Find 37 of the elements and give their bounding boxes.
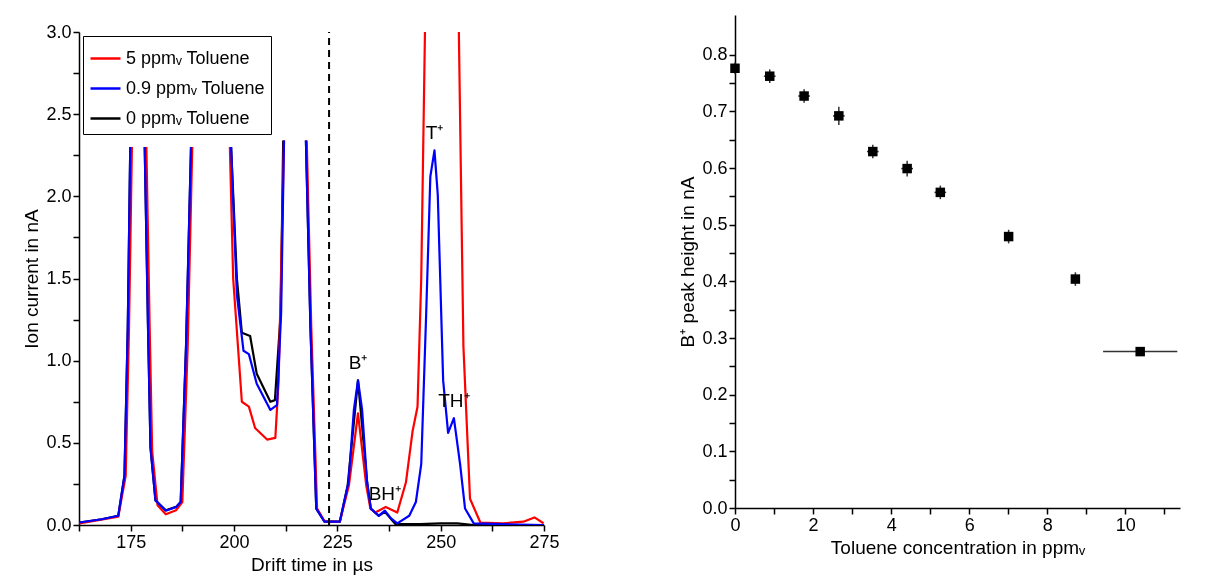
y-tick-label: 0.5	[702, 214, 728, 235]
x-tick-label: 175	[116, 531, 147, 552]
x-tick-label: 225	[322, 531, 353, 552]
legend-label: 5 ppmᵥ Toluene	[126, 47, 250, 68]
y-tick-label: 0.4	[702, 270, 728, 291]
x-axis-title: Drift time in µs	[251, 553, 373, 575]
legend-label: 0 ppmᵥ Toluene	[126, 107, 250, 128]
x-tick-label: 275	[529, 531, 560, 552]
y-tick-label: 0.7	[702, 100, 728, 121]
annotation: B⁺	[348, 352, 368, 374]
legend-label: 0.9 ppmᵥ Toluene	[126, 77, 265, 98]
x-tick-label: 200	[219, 531, 250, 552]
y-tick-label: 0.2	[702, 384, 728, 405]
y-tick-label: 1.5	[46, 268, 72, 288]
y-tick-label: 0.5	[46, 432, 72, 453]
y-tick-label: 0.6	[702, 157, 728, 178]
x-tick-label: 2	[808, 514, 819, 535]
y-tick-label: 2.0	[46, 185, 72, 206]
x-tick-label: 0	[730, 514, 741, 535]
y-tick-label: 1.0	[46, 350, 72, 371]
annotation: BH⁺	[368, 482, 402, 504]
x-tick-label: 6	[964, 514, 975, 535]
annotation: T⁺	[425, 122, 444, 144]
x-tick-label: 10	[1115, 514, 1136, 535]
x-axis-title: Toluene concentration in ppmᵥ	[830, 536, 1087, 558]
y-axis-title: Ion current in nA	[21, 208, 43, 349]
x-tick-label: 250	[426, 531, 457, 552]
y-tick-label: 0.3	[702, 327, 728, 348]
y-tick-label: 0.1	[702, 440, 728, 461]
y-tick-label: 0.0	[702, 497, 728, 518]
y-tick-label: 3.0	[46, 21, 72, 42]
y-tick-label: 0.8	[702, 44, 728, 65]
x-tick-label: 8	[1042, 514, 1053, 535]
y-tick-label: 2.5	[46, 103, 72, 124]
x-tick-label: 4	[886, 514, 897, 535]
y-axis-title: B⁺ peak height in nA	[677, 176, 699, 348]
y-tick-label: 0.0	[46, 514, 72, 535]
